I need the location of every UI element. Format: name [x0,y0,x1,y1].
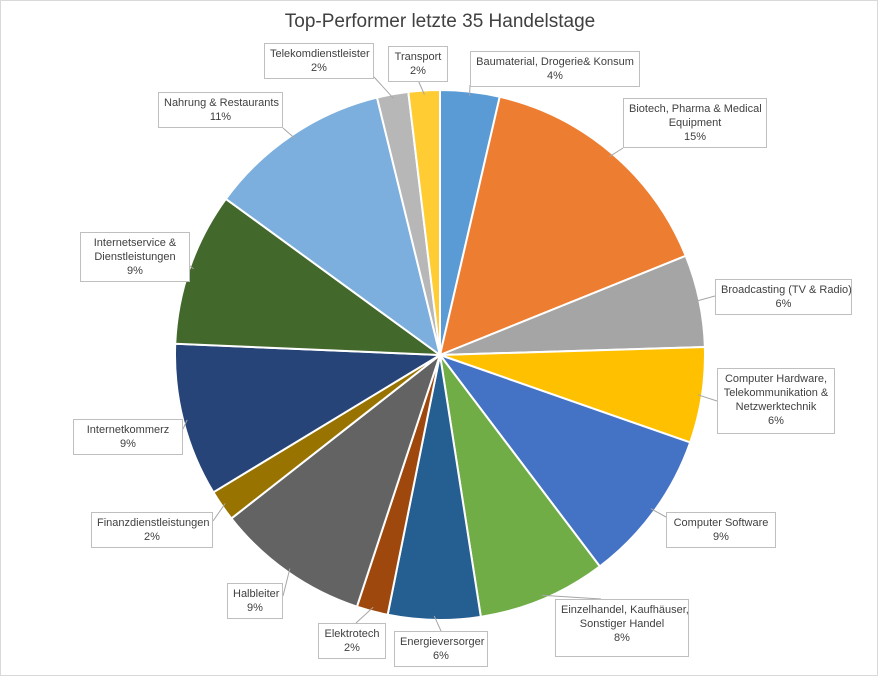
data-label-category: Dienstleistungen [86,250,184,264]
leader-line [213,503,225,521]
data-label-category: Computer Hardware, [723,372,829,386]
data-label-value: 4% [476,69,634,83]
data-label-value: 11% [164,110,277,124]
data-label-category: Equipment [629,116,761,130]
data-label: Computer Hardware,Telekommunikation &Net… [717,368,835,434]
data-label-value: 2% [97,530,207,544]
data-label-value: 15% [629,130,761,144]
data-label-category: Nahrung & Restaurants [164,96,277,110]
data-label-category: Internetkommerz [79,423,177,437]
data-label-category: Computer Software [672,516,770,530]
data-label-category: Halbleiter [233,587,277,601]
data-label-category: Internetservice & [86,236,184,250]
data-label-category: Einzelhandel, Kaufhäuser, [561,603,683,617]
data-label-category: Sonstiger Handel [561,617,683,631]
data-label-value: 2% [324,641,380,655]
data-label-category: Baumaterial, Drogerie& Konsum [476,55,634,69]
data-label-value: 2% [394,64,442,78]
data-label-value: 9% [672,530,770,544]
data-label-value: 6% [723,414,829,428]
data-label-category: Energieversorger [400,635,482,649]
pie-slices [175,90,705,620]
data-label-category: Elektrotech [324,627,380,641]
data-label-value: 6% [721,297,846,311]
data-label-category: Netzwerktechnik [723,400,829,414]
data-label-value: 8% [561,631,683,645]
data-label-category: Telekommunikation & [723,386,829,400]
data-label-value: 9% [86,264,184,278]
data-label: Einzelhandel, Kaufhäuser,Sonstiger Hande… [555,599,689,657]
data-label-category: Biotech, Pharma & Medical [629,102,761,116]
data-label-value: 6% [400,649,482,663]
data-label: Broadcasting (TV & Radio)6% [715,279,852,315]
data-label-value: 2% [270,61,368,75]
data-label-category: Finanzdienstleistungen [97,516,207,530]
data-label-category: Transport [394,50,442,64]
data-label-value: 9% [233,601,277,615]
data-label-category: Broadcasting (TV & Radio) [721,283,846,297]
data-label-category: Telekomdienstleister [270,47,368,61]
data-label-value: 9% [79,437,177,451]
leader-line [283,569,290,597]
